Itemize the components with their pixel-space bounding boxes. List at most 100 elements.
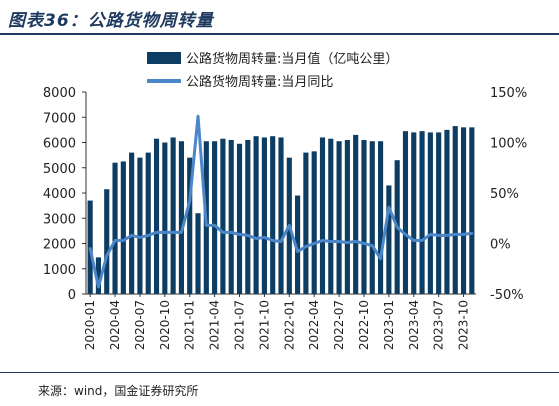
y-left-tick-label: 4000 (43, 187, 76, 202)
bar (336, 141, 342, 294)
y-left-tick-label: 5000 (43, 162, 76, 177)
bar (178, 141, 184, 294)
yoy-point (388, 206, 390, 208)
bar (369, 141, 375, 294)
x-tick-label: 2021-01 (183, 300, 197, 350)
bar (187, 157, 193, 294)
yoy-point (462, 233, 465, 236)
yoy-point (205, 224, 207, 226)
bar (460, 127, 467, 294)
bar (104, 189, 110, 294)
yoy-point (321, 239, 324, 242)
bar (344, 139, 350, 294)
bar (253, 136, 259, 294)
yoy-point (197, 115, 199, 117)
source-note: 来源：wind，国金证券研究所 (38, 384, 199, 398)
yoy-point (164, 231, 166, 233)
yoy-point (346, 241, 348, 244)
bar (303, 152, 309, 294)
yoy-point (446, 234, 448, 237)
bar (153, 138, 160, 294)
yoy-point (396, 226, 398, 228)
legend-label-bar: 公路货物周转量:当月值（亿吨公里） (186, 51, 398, 67)
x-tick-label: 2022-07 (332, 300, 346, 350)
yoy-point (89, 247, 91, 250)
x-tick-label: 2021-07 (233, 300, 247, 350)
bar (378, 141, 384, 294)
yoy-point (172, 231, 174, 233)
yoy-point (454, 233, 456, 236)
bar (402, 131, 409, 294)
x-tick-label: 2020-01 (83, 300, 97, 350)
bar (469, 127, 475, 294)
x-tick-label: 2020-10 (158, 300, 172, 350)
y-left-tick-label: 2000 (43, 238, 76, 253)
bar (162, 142, 168, 294)
bar (95, 257, 102, 294)
bar (278, 137, 284, 294)
yoy-point (355, 240, 357, 243)
legend: 公路货物周转量:当月值（亿吨公里） 公路货物周转量:当月同比 (147, 51, 398, 90)
legend-swatch-bar (147, 52, 181, 64)
bar (120, 161, 126, 294)
yoy-point (305, 245, 307, 248)
bar (137, 157, 143, 294)
chart: 公路货物周转量:当月值（亿吨公里） 公路货物周转量:当月同比 0 1000 2000… (43, 51, 527, 350)
yoy-point (238, 233, 241, 236)
yoy-point (371, 244, 373, 247)
bar (170, 137, 176, 294)
yoy-point (230, 231, 232, 233)
yoy-point (255, 237, 257, 240)
source-rule (0, 372, 559, 373)
bar (419, 131, 425, 294)
yoy-point (272, 239, 274, 242)
bar (220, 138, 226, 294)
yoy-point (247, 234, 249, 237)
x-tick-label: 2023-04 (407, 300, 421, 350)
x-tick-label: 2020-04 (108, 300, 122, 350)
yoy-point (338, 240, 340, 243)
y-right-tick-label: 0% (490, 238, 511, 253)
x-tick-label: 2022-10 (357, 300, 371, 350)
yoy-point (131, 234, 133, 237)
bar (311, 151, 317, 294)
y-right-tick-label: 100% (490, 137, 527, 152)
yoy-point (97, 286, 100, 288)
y-left-tick-label: 1000 (43, 263, 76, 278)
yoy-point (363, 242, 365, 245)
yoy-point (379, 258, 382, 260)
yoy-point (114, 239, 116, 242)
bar (129, 152, 135, 294)
bar (444, 129, 450, 295)
bar (228, 139, 234, 294)
yoy-point (330, 240, 332, 243)
yoy-point (429, 233, 431, 236)
bar (295, 195, 301, 294)
bar (328, 138, 334, 294)
bar (386, 185, 392, 294)
x-tick-label: 2023-07 (432, 300, 446, 350)
yoy-point (222, 231, 224, 233)
yoy-point (122, 239, 124, 242)
yoy-point (313, 242, 315, 245)
y-left-tick-label: 7000 (43, 111, 76, 126)
y-right-tick-label: 50% (490, 187, 519, 202)
x-tick-label: 2022-01 (282, 300, 296, 350)
yoy-point (404, 233, 407, 236)
x-tick-label: 2021-04 (208, 300, 222, 350)
yoy-point (413, 239, 415, 242)
line-series (88, 114, 474, 289)
bar (452, 126, 458, 294)
yoy-point (288, 224, 290, 226)
yoy-point (263, 236, 265, 239)
y-left-tick-label: 0 (68, 288, 76, 303)
yoy-point (139, 236, 141, 239)
bar (427, 132, 433, 294)
y-right-tick-label: -50% (490, 288, 524, 303)
y-left-tick-label: 3000 (43, 212, 76, 227)
yoy-point (421, 239, 423, 242)
x-tick-label: 2023-01 (382, 300, 396, 350)
bar (319, 137, 326, 294)
x-tick-label: 2020-07 (133, 300, 147, 350)
yoy-point (189, 200, 191, 202)
